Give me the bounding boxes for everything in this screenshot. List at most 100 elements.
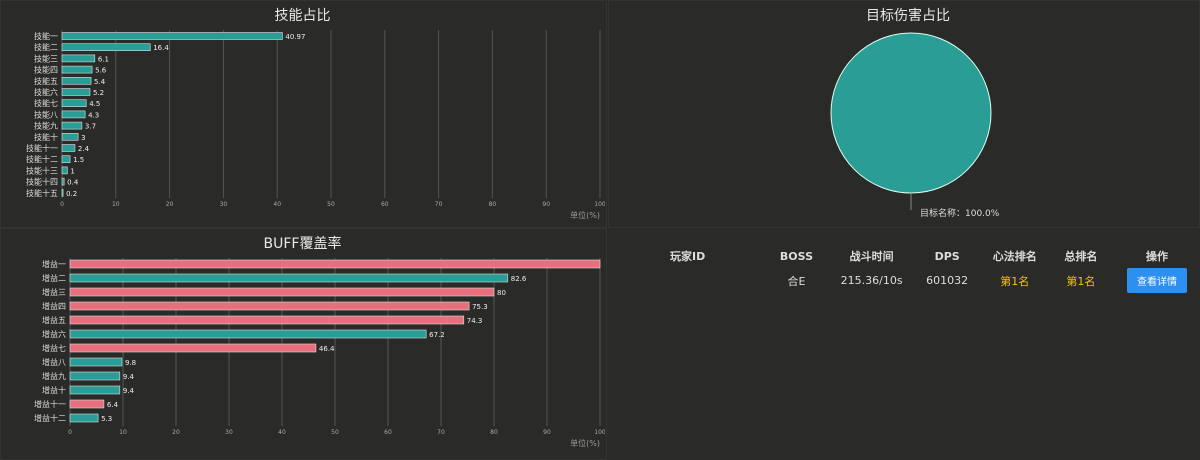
x-tick-label: 70 bbox=[435, 201, 443, 208]
x-tick-label: 0 bbox=[68, 429, 72, 436]
data-label: 5.6 bbox=[95, 67, 107, 75]
data-label: 40.97 bbox=[285, 33, 305, 41]
data-label: 1.5 bbox=[73, 156, 84, 164]
x-tick-label: 80 bbox=[490, 429, 498, 436]
bar[interactable] bbox=[69, 343, 317, 353]
data-label: 9.8 bbox=[125, 359, 136, 367]
bar[interactable] bbox=[61, 177, 65, 186]
category-label: 增益三 bbox=[42, 287, 66, 297]
data-label: 82.6 bbox=[511, 275, 527, 283]
bar[interactable] bbox=[61, 155, 71, 163]
bar[interactable] bbox=[61, 88, 91, 96]
header-class-rank: 心法排名 bbox=[992, 250, 1037, 263]
category-label: 技能七 bbox=[34, 98, 58, 108]
data-label: 75.3 bbox=[472, 303, 488, 311]
table-header: 玩家ID BOSS 战斗时间 DPS 心法排名 总排名 操作 bbox=[660, 246, 1200, 266]
axis-unit: 单位(%) bbox=[570, 210, 600, 220]
bar[interactable] bbox=[69, 399, 105, 409]
header-dps: DPS bbox=[934, 249, 960, 263]
bar[interactable] bbox=[69, 329, 427, 339]
cell-total-rank: 第1名 bbox=[1066, 274, 1096, 288]
data-label: 9.4 bbox=[123, 387, 135, 395]
data-label: 4.3 bbox=[88, 111, 99, 119]
header-player-id: 玩家ID bbox=[670, 250, 706, 263]
data-label: 5.2 bbox=[93, 89, 104, 97]
header-time: 战斗时间 bbox=[849, 250, 894, 263]
cell-action: 查看详情 bbox=[1114, 266, 1200, 295]
data-label: 0.2 bbox=[66, 190, 77, 198]
category-label: 技能一 bbox=[34, 31, 58, 41]
category-label: 技能十二 bbox=[26, 154, 58, 164]
bar[interactable] bbox=[61, 65, 93, 74]
bar[interactable] bbox=[61, 166, 68, 175]
category-label: 增益一 bbox=[42, 259, 66, 269]
category-label: 技能五 bbox=[34, 76, 58, 86]
cell-dps: 601032 bbox=[926, 274, 969, 287]
pie-label: 目标名称：100.0% bbox=[920, 207, 1000, 219]
bar[interactable] bbox=[61, 77, 92, 85]
x-tick-label: 60 bbox=[384, 429, 392, 436]
data-label: 3.7 bbox=[85, 123, 96, 131]
bar[interactable] bbox=[61, 43, 151, 52]
data-label: 5.4 bbox=[94, 78, 106, 86]
category-label: 技能四 bbox=[34, 65, 58, 75]
data-label: 16.4 bbox=[153, 44, 169, 52]
bar[interactable] bbox=[69, 371, 121, 381]
category-label: 技能二 bbox=[34, 42, 58, 52]
category-label: 技能八 bbox=[34, 109, 58, 119]
bar[interactable] bbox=[69, 301, 470, 311]
data-label: 2.4 bbox=[78, 145, 90, 153]
pie-slice[interactable] bbox=[830, 32, 992, 194]
buff-chart-title: BUFF覆盖率 bbox=[263, 236, 342, 252]
x-tick-label: 80 bbox=[489, 201, 497, 208]
data-label: 0.4 bbox=[67, 179, 79, 187]
category-label: 增益十一 bbox=[34, 399, 66, 409]
category-label: 技能九 bbox=[34, 121, 58, 131]
x-tick-label: 60 bbox=[381, 201, 389, 208]
category-label: 技能十一 bbox=[26, 143, 58, 153]
bar[interactable] bbox=[69, 287, 495, 297]
x-tick-label: 70 bbox=[437, 429, 445, 436]
cell-player bbox=[660, 266, 762, 295]
bar[interactable] bbox=[61, 54, 96, 63]
bar[interactable] bbox=[69, 273, 509, 283]
axis-unit: 单位(%) bbox=[570, 438, 600, 448]
bar[interactable] bbox=[61, 121, 83, 130]
x-tick-label: 40 bbox=[278, 429, 286, 436]
x-tick-label: 100 bbox=[594, 429, 605, 436]
category-label: 技能十三 bbox=[26, 165, 58, 175]
category-label: 技能三 bbox=[34, 53, 58, 63]
x-tick-label: 30 bbox=[220, 201, 228, 208]
x-tick-label: 30 bbox=[225, 429, 233, 436]
x-tick-label: 40 bbox=[273, 201, 281, 208]
bar[interactable] bbox=[61, 110, 86, 119]
category-label: 技能十 bbox=[34, 132, 58, 142]
bar[interactable] bbox=[61, 32, 283, 40]
category-label: 增益八 bbox=[42, 357, 66, 367]
cell-boss: 合E bbox=[787, 274, 806, 288]
pie-chart: 目标名称：100.0% bbox=[830, 32, 1000, 219]
bar[interactable] bbox=[69, 385, 121, 395]
bar[interactable] bbox=[69, 259, 601, 269]
bar[interactable] bbox=[69, 315, 465, 325]
header-boss: BOSS bbox=[779, 249, 814, 263]
cell-class-rank: 第1名 bbox=[1000, 274, 1030, 288]
category-label: 增益七 bbox=[42, 343, 66, 353]
bar[interactable] bbox=[61, 99, 87, 107]
category-label: 增益二 bbox=[42, 273, 66, 283]
data-label: 80 bbox=[497, 289, 506, 297]
x-tick-label: 10 bbox=[112, 201, 120, 208]
data-label: 46.4 bbox=[319, 345, 335, 353]
bar[interactable] bbox=[69, 413, 99, 423]
bar[interactable] bbox=[61, 189, 64, 197]
x-tick-label: 100 bbox=[594, 201, 605, 208]
category-label: 增益五 bbox=[42, 315, 66, 325]
view-details-button[interactable]: 查看详情 bbox=[1126, 268, 1187, 293]
category-label: 技能六 bbox=[34, 87, 58, 97]
data-label: 3 bbox=[81, 134, 85, 142]
bar[interactable] bbox=[61, 133, 79, 141]
bar[interactable] bbox=[61, 144, 76, 152]
bar[interactable] bbox=[69, 357, 123, 367]
x-tick-label: 0 bbox=[60, 201, 64, 208]
